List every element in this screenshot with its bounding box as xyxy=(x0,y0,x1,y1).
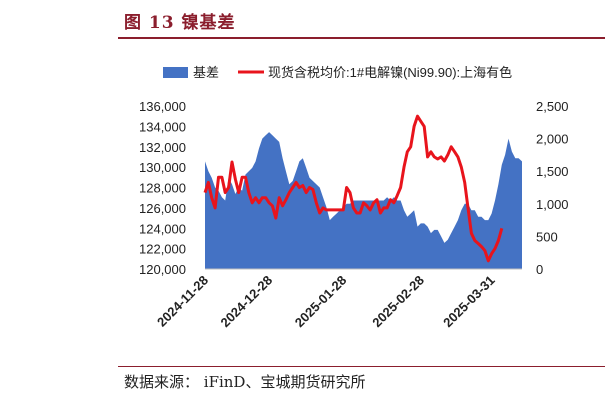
y-left-tick-label: 128,000 xyxy=(139,181,186,196)
chart-legend: 基差 现货含税均价:1#电解镍(Ni99.90):上海有色 xyxy=(163,65,512,80)
title-divider xyxy=(118,37,605,39)
y-left-tick-label: 130,000 xyxy=(139,160,186,175)
legend-basis-swatch xyxy=(163,67,188,78)
nickel-basis-chart: 基差 现货含税均价:1#电解镍(Ni99.90):上海有色 120,000 122,… xyxy=(139,65,569,331)
y-right-tick-label: 2,500 xyxy=(536,99,569,114)
x-tick-label: 2025-02-28 xyxy=(369,273,427,331)
y-left-tick-label: 124,000 xyxy=(139,221,186,236)
y-left-tick-label: 120,000 xyxy=(139,262,186,277)
legend-basis-label: 基差 xyxy=(193,65,219,80)
x-tick-label: 2024-12-28 xyxy=(218,273,276,331)
y-left-tick-label: 132,000 xyxy=(139,140,186,155)
price-line xyxy=(203,114,504,263)
x-tick-label: 2025-01-28 xyxy=(292,273,350,331)
figure-title: 图 13 镍基差 xyxy=(124,13,236,33)
legend-price-label: 现货含税均价:1#电解镍(Ni99.90):上海有色 xyxy=(268,65,512,80)
source-note: 数据来源： iFinD、宝城期货研究所 xyxy=(124,373,366,391)
x-tick-label: 2024-11-28 xyxy=(154,273,211,330)
y-left-tick-label: 126,000 xyxy=(139,201,186,216)
y-left-tick-label: 136,000 xyxy=(139,99,186,114)
basis-area xyxy=(205,132,522,269)
y-right-tick-label: 1,000 xyxy=(536,197,569,212)
y-right-tick-label: 1,500 xyxy=(536,164,569,179)
y-right-tick-label: 500 xyxy=(536,229,558,244)
y-left-tick-label: 134,000 xyxy=(139,119,186,134)
y-right-tick-label: 0 xyxy=(536,262,543,277)
x-tick-label: 2025-03-31 xyxy=(440,273,498,331)
source-divider xyxy=(118,366,605,367)
y-left-tick-label: 122,000 xyxy=(139,242,186,257)
y-right-tick-label: 2,000 xyxy=(536,132,569,147)
